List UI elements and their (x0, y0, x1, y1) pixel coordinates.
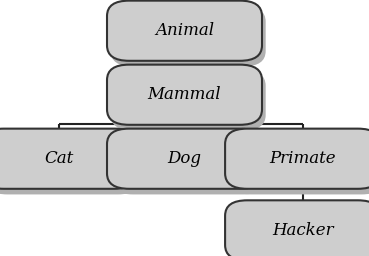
FancyBboxPatch shape (0, 134, 140, 195)
Text: Hacker: Hacker (272, 222, 334, 239)
Text: Mammal: Mammal (148, 86, 221, 103)
FancyBboxPatch shape (107, 65, 262, 125)
Text: Cat: Cat (44, 150, 74, 167)
FancyBboxPatch shape (107, 1, 262, 61)
FancyBboxPatch shape (111, 6, 266, 67)
FancyBboxPatch shape (229, 206, 369, 256)
FancyBboxPatch shape (111, 70, 266, 131)
FancyBboxPatch shape (225, 200, 369, 256)
FancyBboxPatch shape (225, 129, 369, 189)
FancyBboxPatch shape (0, 129, 137, 189)
Text: Dog: Dog (168, 150, 201, 167)
Text: Animal: Animal (155, 22, 214, 39)
Text: Primate: Primate (269, 150, 336, 167)
FancyBboxPatch shape (107, 129, 262, 189)
FancyBboxPatch shape (229, 134, 369, 195)
FancyBboxPatch shape (111, 134, 266, 195)
